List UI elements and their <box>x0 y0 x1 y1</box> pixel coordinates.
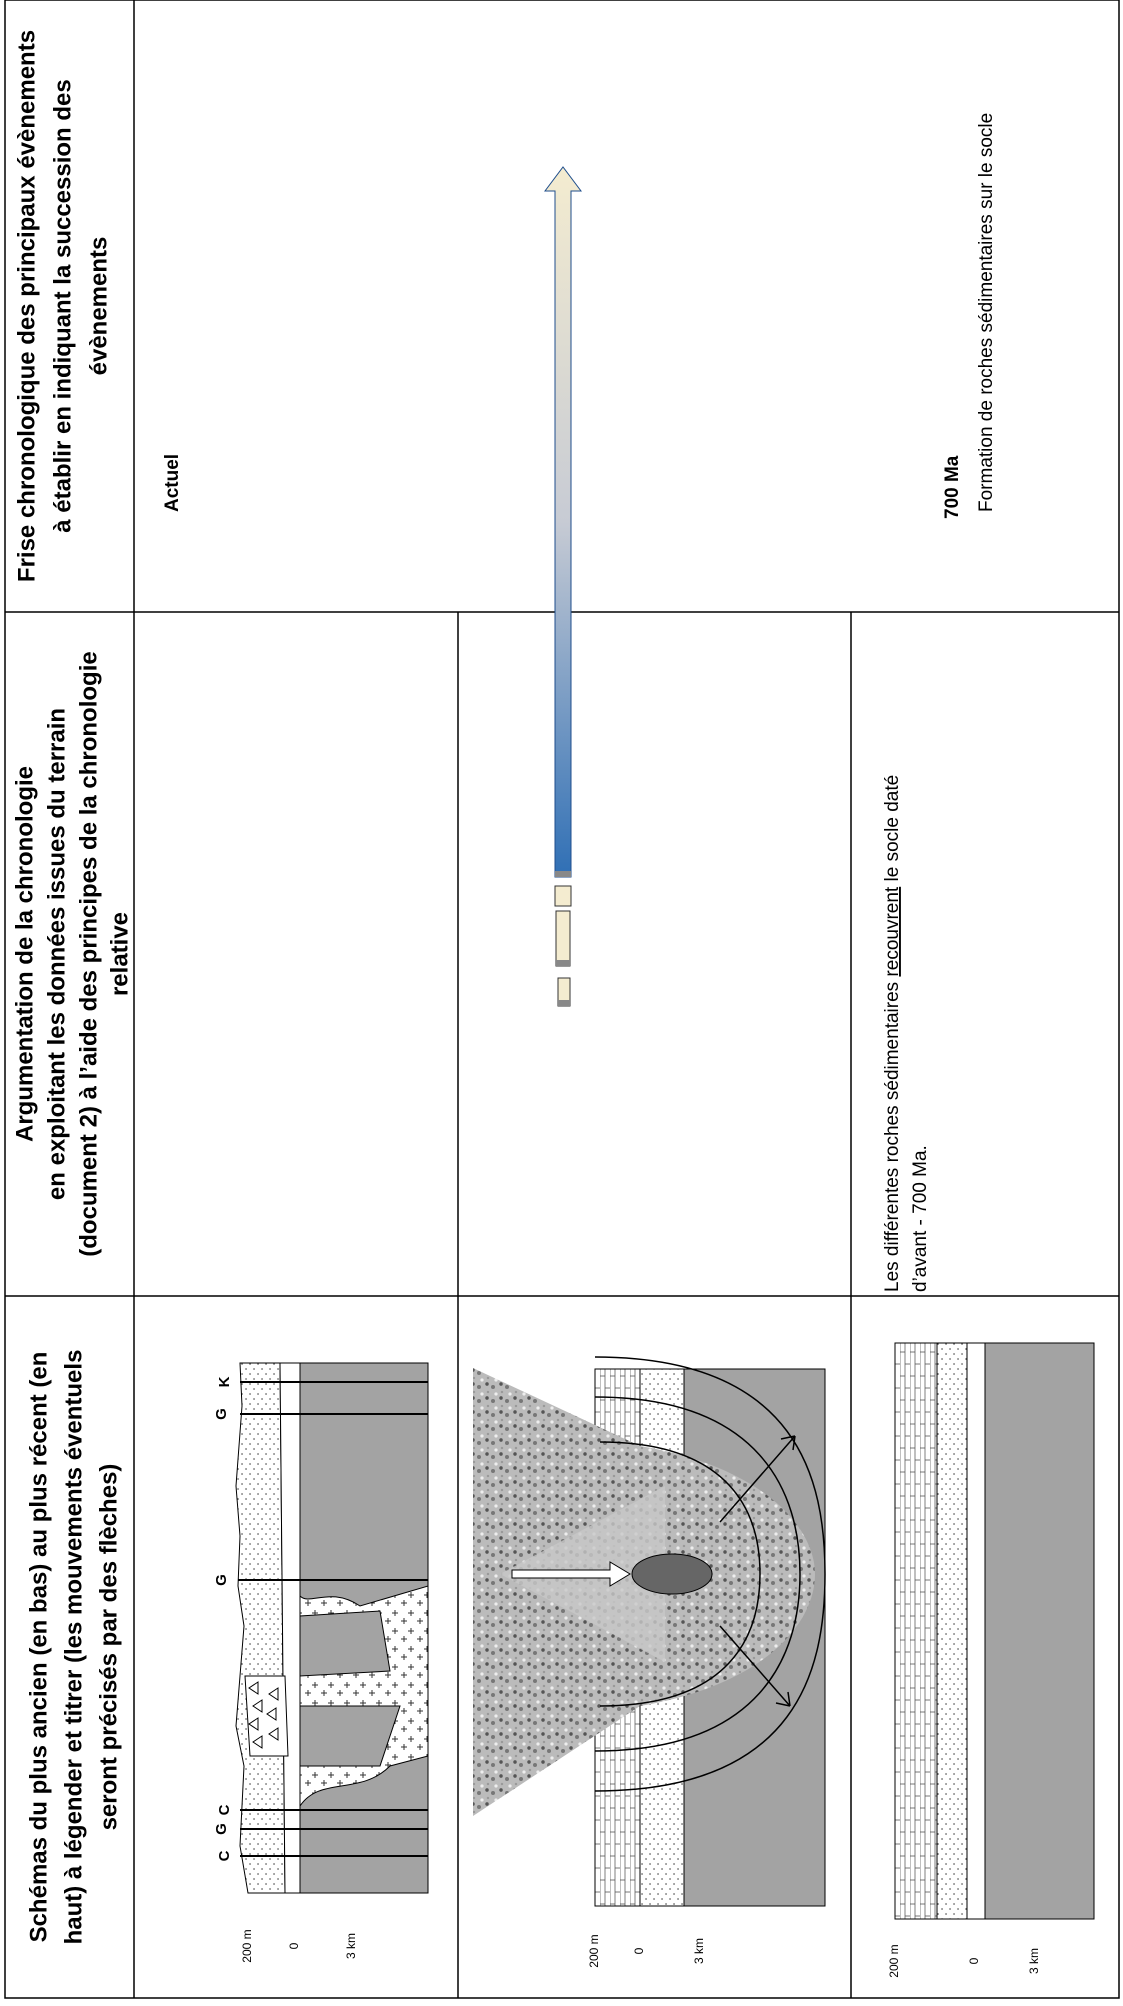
scale-label: 3 km <box>1027 1948 1041 1974</box>
argument-text: d’avant - 700 Ma. <box>910 1145 931 1292</box>
scale-label: 200 m <box>887 1944 901 1977</box>
text-part: le socle daté <box>882 775 903 887</box>
header-text: Frise chronologique des principaux évène… <box>13 30 40 582</box>
header-text: (document 2) à l’aide des principes de l… <box>75 651 102 1256</box>
label: K <box>216 1376 233 1387</box>
scale-label: 3 km <box>692 1938 706 1964</box>
fault-diagram <box>235 1362 429 1894</box>
header-text: Schémas du plus ancien (en bas) au plus … <box>25 1352 52 1943</box>
timeline-date: 700 Ma <box>942 455 963 519</box>
scale-label: 3 km <box>344 1933 358 1959</box>
table-border <box>4 0 1120 1999</box>
scale-label: 0 <box>287 1942 301 1949</box>
header-text: seront précisés par des flèches) <box>95 1464 122 1831</box>
scale-label: 0 <box>967 1957 981 1964</box>
rotated-sheet: Schémas du plus ancien (en bas) au plus … <box>4 0 1120 1999</box>
label: G <box>213 1574 230 1586</box>
scale-label: 200 m <box>587 1934 601 1967</box>
header-text: Argumentation de la chronologie <box>11 766 38 1142</box>
argument-text: Les différentes roches sédimentaires rec… <box>882 775 903 1292</box>
header-text: à établir en indiquant la succession des <box>49 79 76 532</box>
text-part: recouvrent <box>882 886 903 976</box>
text-part: Les différentes roches sédimentaires <box>882 977 903 1292</box>
intrusion-diagram <box>473 1356 826 1907</box>
timeline-event: Formation de roches sédimentaires sur le… <box>976 113 997 512</box>
timeline-now: Actuel <box>162 454 183 512</box>
header-text: évènements <box>85 237 112 376</box>
label: C <box>216 1804 233 1815</box>
label: C <box>216 1850 233 1861</box>
header-text: en exploitant les données issues du terr… <box>43 708 70 1200</box>
header-text: relative <box>106 912 133 996</box>
timeline-arrow <box>544 166 582 1007</box>
header-text: haut) à légender et titrer (les mouvemen… <box>60 1350 87 1945</box>
label: G <box>213 1823 230 1835</box>
scale-label: 200 m <box>240 1929 254 1962</box>
scale-label: 0 <box>632 1947 646 1954</box>
label: G <box>213 1408 230 1420</box>
layers-diagram <box>894 1342 1095 1920</box>
